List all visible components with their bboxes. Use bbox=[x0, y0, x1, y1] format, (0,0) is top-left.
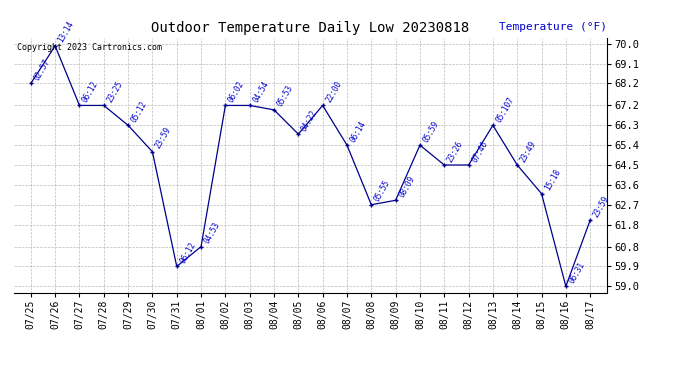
Text: Copyright 2023 Cartronics.com: Copyright 2023 Cartronics.com bbox=[17, 43, 161, 52]
Text: 05:55: 05:55 bbox=[373, 179, 392, 203]
Text: 05:59: 05:59 bbox=[422, 119, 441, 144]
Text: 06:14: 06:14 bbox=[348, 119, 368, 144]
Text: 06:12: 06:12 bbox=[178, 240, 197, 265]
Text: 23:49: 23:49 bbox=[519, 139, 538, 164]
Text: 23:59: 23:59 bbox=[154, 126, 173, 150]
Text: 22:00: 22:00 bbox=[324, 80, 344, 104]
Text: 06:02: 06:02 bbox=[227, 80, 246, 104]
Text: 07:46: 07:46 bbox=[470, 139, 489, 164]
Text: 04:53: 04:53 bbox=[202, 221, 221, 245]
Text: 05:107: 05:107 bbox=[494, 95, 516, 124]
Text: 23:59: 23:59 bbox=[591, 194, 611, 219]
Text: 05:12: 05:12 bbox=[130, 99, 149, 124]
Text: 04:54: 04:54 bbox=[251, 80, 270, 104]
Text: 23:25: 23:25 bbox=[105, 80, 124, 104]
Text: 08:09: 08:09 bbox=[397, 174, 416, 199]
Text: 15:18: 15:18 bbox=[543, 168, 562, 192]
Text: 13:14: 13:14 bbox=[57, 20, 76, 45]
Title: Outdoor Temperature Daily Low 20230818: Outdoor Temperature Daily Low 20230818 bbox=[151, 21, 470, 35]
Text: 04:22: 04:22 bbox=[299, 108, 319, 133]
Text: 23:26: 23:26 bbox=[446, 139, 465, 164]
Text: 06:12: 06:12 bbox=[81, 80, 100, 104]
Text: 02:57: 02:57 bbox=[32, 57, 52, 82]
Text: 06:31: 06:31 bbox=[567, 260, 586, 285]
Text: 05:53: 05:53 bbox=[275, 84, 295, 108]
Text: Temperature (°F): Temperature (°F) bbox=[499, 22, 607, 32]
